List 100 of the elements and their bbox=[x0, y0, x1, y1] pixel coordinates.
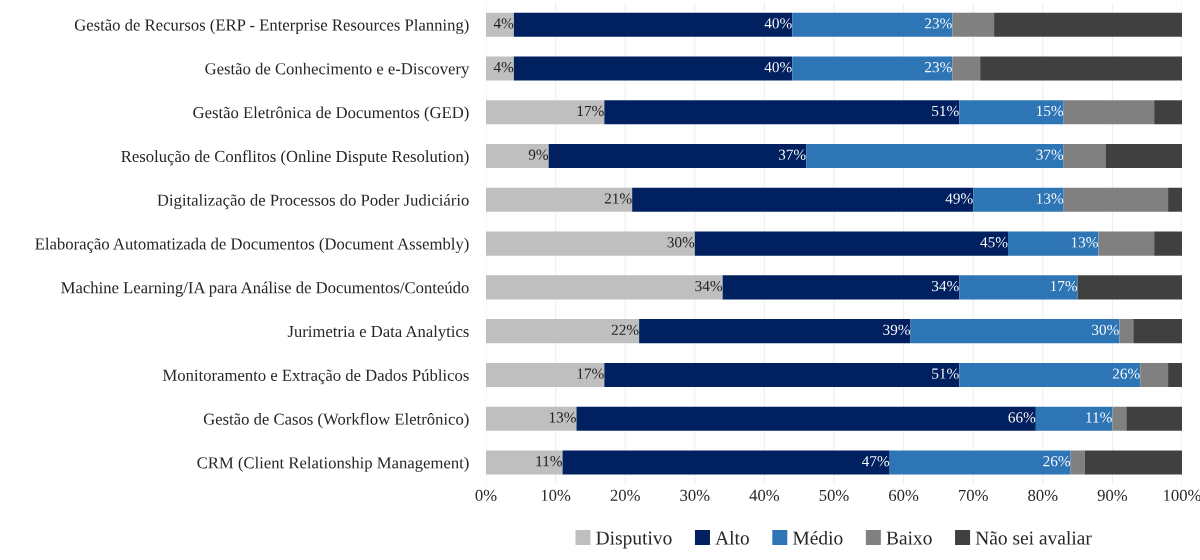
bar bbox=[486, 231, 695, 256]
bar bbox=[806, 144, 1064, 169]
data-label: 47% bbox=[861, 456, 890, 467]
data-label: 49% bbox=[945, 193, 973, 204]
y-tick-label: Resolução de Conflitos (Online Dispute Resolution) bbox=[121, 150, 469, 166]
y-tick-label: Digitalização de Processos do Poder Judiciário bbox=[157, 194, 469, 210]
x-tick-label: 50% bbox=[819, 489, 849, 502]
bar bbox=[513, 12, 793, 37]
bar bbox=[1140, 362, 1169, 387]
bar bbox=[486, 56, 514, 81]
data-label: 13% bbox=[549, 412, 576, 423]
bar bbox=[889, 450, 1071, 475]
bar bbox=[1168, 187, 1182, 212]
bar bbox=[1133, 319, 1182, 344]
data-label: 30% bbox=[667, 237, 695, 248]
data-label: 11% bbox=[536, 456, 563, 467]
data-label: 13% bbox=[1037, 193, 1064, 204]
bar bbox=[513, 56, 793, 81]
bar bbox=[792, 56, 953, 81]
bar bbox=[639, 319, 911, 344]
data-label: 17% bbox=[1050, 280, 1078, 292]
data-label: 37% bbox=[778, 149, 806, 160]
bar bbox=[959, 362, 1141, 387]
data-label: 21% bbox=[604, 193, 632, 204]
bar bbox=[910, 319, 1120, 344]
bar bbox=[486, 144, 549, 169]
data-label: 9% bbox=[528, 149, 549, 160]
bar bbox=[959, 100, 1064, 125]
x-tick-label: 0% bbox=[475, 489, 497, 502]
x-tick-label: 90% bbox=[1097, 489, 1128, 502]
bar bbox=[576, 406, 1036, 431]
y-tick-label: Gestão de Conhecimento e e-Discovery bbox=[205, 62, 470, 78]
bar bbox=[486, 187, 633, 212]
bar bbox=[1084, 450, 1182, 475]
data-label: 13% bbox=[1071, 237, 1098, 248]
bar bbox=[1112, 406, 1127, 431]
bar bbox=[486, 362, 605, 387]
bar bbox=[1077, 275, 1182, 300]
bar bbox=[486, 275, 723, 300]
x-tick-label: 40% bbox=[749, 489, 780, 502]
data-label: 45% bbox=[980, 237, 1008, 248]
y-tick-label: Jurimetria e Data Analytics bbox=[287, 325, 469, 341]
x-tick-label: 30% bbox=[680, 489, 710, 502]
data-label: 66% bbox=[1008, 412, 1036, 423]
data-label: 34% bbox=[932, 280, 959, 292]
bar bbox=[1119, 319, 1134, 344]
bar bbox=[562, 450, 890, 475]
data-label: 17% bbox=[577, 105, 604, 117]
bar bbox=[1008, 231, 1099, 256]
y-tick-label: Gestão de Recursos (ERP - Enterprise Resources Planning) bbox=[74, 18, 469, 35]
legend-label: Não sei avaliar bbox=[975, 530, 1092, 545]
data-label: 34% bbox=[695, 280, 723, 292]
y-tick-label: Gestão de Casos (Workflow Eletrônico) bbox=[203, 412, 469, 429]
x-tick-label: 20% bbox=[610, 489, 640, 502]
x-tick-label: 60% bbox=[889, 489, 919, 502]
data-label: 23% bbox=[924, 61, 952, 73]
data-label: 51% bbox=[932, 105, 959, 117]
bar bbox=[1105, 144, 1182, 169]
y-tick-label: CRM (Client Relationship Management) bbox=[197, 456, 469, 472]
bar bbox=[486, 319, 640, 344]
y-tick-label: Monitoramento e Extração de Dados Públicos bbox=[162, 369, 469, 385]
data-label: 23% bbox=[924, 18, 952, 29]
bar bbox=[1154, 100, 1182, 125]
bar bbox=[694, 231, 1008, 256]
bar bbox=[1154, 231, 1182, 256]
bar bbox=[1035, 406, 1113, 431]
bar bbox=[486, 12, 514, 37]
y-tick-label: Elaboração Automatizada de Documentos (Document Assembly) bbox=[35, 237, 469, 253]
x-tick-label: 10% bbox=[541, 489, 571, 502]
bar bbox=[632, 187, 974, 212]
legend-label: Alto bbox=[715, 530, 749, 545]
legend-label: Disputivo bbox=[596, 531, 672, 549]
y-tick-label: Machine Learning/IA para Análise de Documentos/Conteúdo bbox=[61, 281, 469, 297]
bar bbox=[1063, 187, 1169, 212]
y-tick-label: Gestão Eletrônica de Documentos (GED) bbox=[193, 106, 469, 122]
data-label: 22% bbox=[611, 324, 639, 336]
bar bbox=[973, 187, 1064, 212]
data-label: 17% bbox=[577, 368, 604, 379]
legend-label: Médio bbox=[793, 530, 843, 545]
bar bbox=[486, 100, 605, 125]
data-label: 40% bbox=[764, 18, 792, 29]
data-label: 4% bbox=[493, 18, 514, 29]
bar bbox=[548, 144, 807, 169]
bar bbox=[486, 450, 563, 475]
bar bbox=[1063, 144, 1106, 169]
data-label: 11% bbox=[1086, 412, 1112, 423]
bar bbox=[722, 275, 960, 300]
bar bbox=[1098, 231, 1155, 256]
data-label: 40% bbox=[764, 61, 792, 73]
bar bbox=[994, 12, 1182, 37]
bar bbox=[486, 406, 577, 431]
data-label: 39% bbox=[883, 324, 911, 336]
data-label: 51% bbox=[932, 368, 959, 379]
bar bbox=[1070, 450, 1085, 475]
bar bbox=[952, 56, 981, 81]
bar bbox=[1126, 406, 1182, 431]
data-label: 30% bbox=[1092, 324, 1119, 336]
x-tick-label: 80% bbox=[1028, 489, 1058, 502]
data-label: 4% bbox=[493, 61, 514, 73]
data-label: 26% bbox=[1112, 368, 1140, 379]
